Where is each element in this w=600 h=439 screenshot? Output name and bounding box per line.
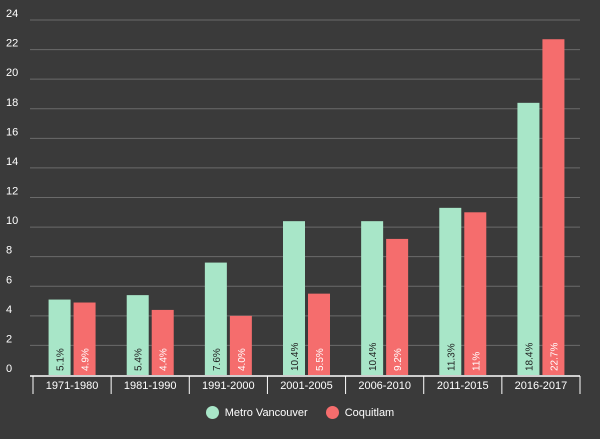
data-label: 5.1% [56,348,67,371]
data-label: 9.2% [393,348,404,371]
y-tick-label: 6 [6,274,12,286]
y-tick-label: 4 [6,304,12,316]
x-axis: 1971-1980 1981-1990 1991-2000 2001-2005 2006… [30,375,581,394]
x-tick-label: 1971-1980 [46,380,99,392]
bar-metro-vancouver[interactable] [439,207,462,375]
bar-metro-vancouver[interactable] [283,221,305,375]
data-label: 11.3% [446,343,457,371]
data-label: 7.6% [212,348,223,371]
bar-metro-vancouver[interactable] [204,262,227,375]
bar-coquitlam[interactable] [542,39,565,376]
data-label: 10.4% [290,343,301,371]
legend-label-metro-vancouver: Metro Vancouver [224,406,308,419]
x-tick-label: 1981-1990 [124,380,177,392]
data-label: 4.9% [81,348,92,371]
data-label: 18.4% [524,343,535,371]
bar-coquitlam[interactable] [308,293,330,375]
data-label: 5.4% [134,348,145,371]
data-label: 10.4% [368,343,379,371]
data-label: 5.5% [315,348,326,371]
y-tick-label: 14 [6,156,18,168]
y-tick-label: 18 [6,97,18,109]
bar-metro-vancouver[interactable] [126,295,149,375]
legend: Metro Vancouver Coquitlam [0,406,600,419]
data-label: 4.4% [159,348,170,371]
bar-coquitlam[interactable] [229,315,252,375]
bars: 5.1% 4.9% 5.4% 4.4% 7.6% 4.0% 10.4% 5.5% 10.4% 9.… [48,39,565,376]
legend-item-metro-vancouver[interactable]: Metro Vancouver [205,406,308,419]
y-tick-label: 2 [6,333,12,345]
x-tick-label: 2011-2015 [437,380,489,392]
bar-coquitlam[interactable] [386,238,409,375]
bar-coquitlam[interactable] [73,302,96,375]
bar-metro-vancouver[interactable] [48,299,71,375]
x-tick-label: 1991-2000 [202,380,255,392]
y-tick-label: 8 [6,245,12,257]
legend-label-coquitlam: Coquitlam [344,406,395,419]
y-tick-label: 0 [6,363,12,375]
legend-item-coquitlam[interactable]: Coquitlam [325,406,395,419]
data-label: 4.0% [237,348,248,371]
data-label: 22.7% [549,343,560,371]
bar-metro-vancouver[interactable] [517,102,540,375]
y-tick-label: 12 [6,186,18,198]
legend-swatch-metro-vancouver [205,406,219,419]
x-tick-label: 2016-2017 [515,380,568,392]
bar-coquitlam[interactable] [464,212,487,375]
x-tick-label: 2001-2005 [280,380,333,392]
y-tick-label: 22 [6,38,18,50]
y-tick-label: 16 [6,126,18,138]
x-tick-label: 2006-2010 [358,380,411,392]
legend-swatch-coquitlam [325,406,339,419]
bar-metro-vancouver[interactable] [361,221,384,375]
data-label: 11% [471,352,482,371]
bar-coquitlam[interactable] [151,309,174,375]
y-tick-label: 20 [6,67,18,79]
y-tick-label: 10 [6,215,18,227]
y-tick-label: 24 [6,8,18,20]
